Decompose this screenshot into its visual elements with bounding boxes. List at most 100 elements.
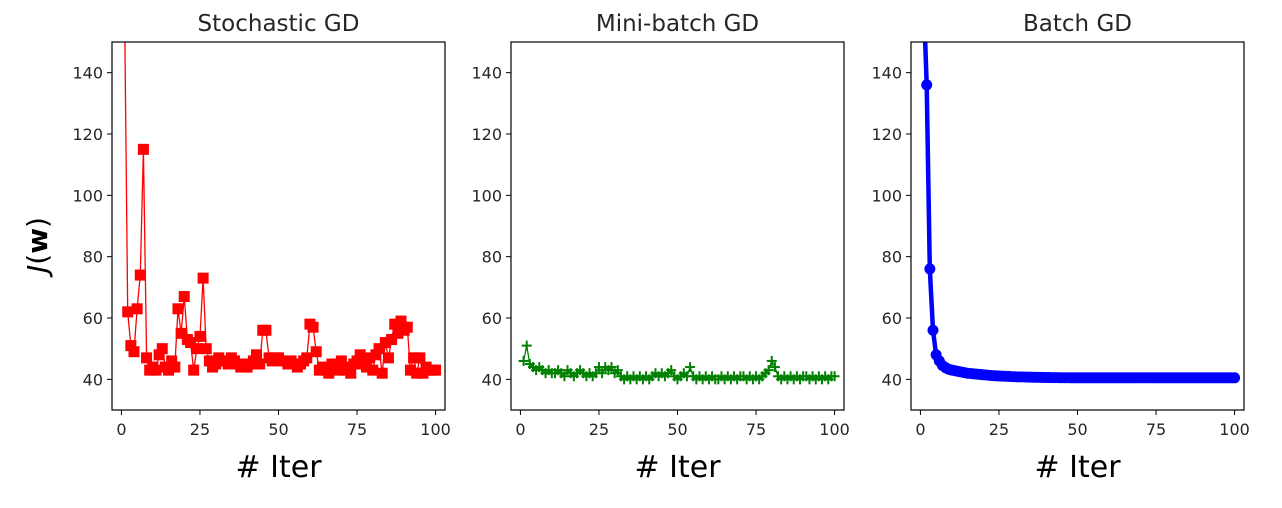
data-point xyxy=(389,318,401,330)
data-point xyxy=(175,327,187,339)
data-point xyxy=(769,362,780,373)
y-tick-label: 40 xyxy=(83,370,103,389)
data-point xyxy=(518,355,529,366)
data-point xyxy=(134,269,146,281)
data-point xyxy=(918,0,929,2)
y-tick-label: 40 xyxy=(482,370,502,389)
data-point xyxy=(119,6,130,17)
data-point xyxy=(685,362,696,373)
data-point xyxy=(260,324,272,336)
plot-area-minibatch xyxy=(518,340,840,385)
x-tick-label: 25 xyxy=(589,420,609,439)
y-tick-label: 60 xyxy=(482,309,502,328)
x-tick-label: 100 xyxy=(1219,420,1250,439)
chart-title-stochastic: Stochastic GD xyxy=(198,11,360,37)
plot-area-stochastic xyxy=(119,6,442,379)
panel-stochastic: Stochastic GD # Iter 40 60 80 100 120 140 0 25 50 7… xyxy=(72,6,450,485)
data-point xyxy=(191,343,203,355)
data-point xyxy=(386,333,398,345)
data-point xyxy=(194,330,206,342)
data-point xyxy=(597,368,608,379)
data-point xyxy=(185,337,197,349)
data-point xyxy=(379,337,391,349)
data-point xyxy=(392,327,404,339)
data-point xyxy=(606,362,617,373)
x-axis-label-stochastic: # Iter xyxy=(235,450,322,485)
data-point xyxy=(367,364,379,376)
data-point xyxy=(172,303,184,315)
data-point xyxy=(163,364,175,376)
data-point xyxy=(414,352,426,364)
axes-frame-batch xyxy=(910,41,1245,411)
data-point xyxy=(150,364,162,376)
y-tick-label: 80 xyxy=(83,248,103,267)
chart-title-batch: Batch GD xyxy=(1023,11,1132,37)
series-line xyxy=(922,42,1235,381)
y-tick-label: 120 xyxy=(471,125,502,144)
data-point xyxy=(360,361,372,373)
data-point xyxy=(122,306,134,318)
data-point xyxy=(829,371,840,382)
data-point xyxy=(666,365,677,376)
y-tick-label: 100 xyxy=(471,186,502,205)
data-point xyxy=(408,352,420,364)
plot-area-batch xyxy=(918,0,1241,384)
data-point xyxy=(200,343,212,355)
x-tick-label: 75 xyxy=(1146,420,1166,439)
data-point xyxy=(323,367,335,379)
data-point xyxy=(342,361,354,373)
data-point xyxy=(766,355,777,366)
data-point xyxy=(373,343,385,355)
data-point xyxy=(351,355,363,367)
x-tick-label: 75 xyxy=(347,420,367,439)
data-point xyxy=(411,367,423,379)
data-point xyxy=(197,272,209,284)
panel-batch: Batch GD # Iter 40 60 80 100 120 140 0 25 50 75 100 xyxy=(871,0,1250,485)
data-point xyxy=(178,291,190,303)
data-point xyxy=(354,349,366,361)
data-point xyxy=(254,358,266,370)
data-point xyxy=(364,352,376,364)
x-tick-label: 25 xyxy=(190,420,210,439)
y-tick-label: 140 xyxy=(72,64,103,83)
data-point xyxy=(247,355,259,367)
data-point xyxy=(404,364,416,376)
data-point xyxy=(307,321,319,333)
x-tick-label: 0 xyxy=(116,420,126,439)
data-point xyxy=(125,340,137,352)
series-line xyxy=(522,344,835,380)
y-tick-label: 140 xyxy=(471,64,502,83)
data-point xyxy=(210,358,222,370)
data-point xyxy=(376,367,388,379)
data-point xyxy=(559,371,570,382)
x-tick-label: 50 xyxy=(268,420,288,439)
y-tick-label: 60 xyxy=(882,309,902,328)
data-point xyxy=(137,143,149,155)
data-point xyxy=(924,263,936,275)
x-tick-label: 75 xyxy=(746,420,766,439)
x-tick-label: 50 xyxy=(1067,420,1087,439)
data-point xyxy=(156,343,168,355)
data-point xyxy=(370,349,382,361)
data-point xyxy=(521,340,532,351)
y-axis-label-paren-close: ) xyxy=(21,217,54,228)
y-axis-label-j: J xyxy=(21,265,54,278)
axes-frame-minibatch xyxy=(510,41,845,411)
data-point xyxy=(927,324,939,336)
x-tick-label: 50 xyxy=(667,420,687,439)
data-point xyxy=(141,352,153,364)
data-point xyxy=(166,355,178,367)
data-point xyxy=(921,79,933,91)
y-tick-label: 60 xyxy=(83,309,103,328)
x-tick-label: 25 xyxy=(989,420,1009,439)
y-axis-label-paren-open: ( xyxy=(21,254,54,265)
data-point xyxy=(763,365,774,376)
data-point xyxy=(612,365,623,376)
x-tick-label: 100 xyxy=(819,420,850,439)
data-point xyxy=(382,352,394,364)
panel-minibatch: Mini-batch GD # Iter 40 60 80 100 120 140 0 25 50 7… xyxy=(471,11,849,485)
y-tick-label: 120 xyxy=(72,125,103,144)
y-tick-label: 80 xyxy=(882,248,902,267)
data-point xyxy=(345,367,357,379)
